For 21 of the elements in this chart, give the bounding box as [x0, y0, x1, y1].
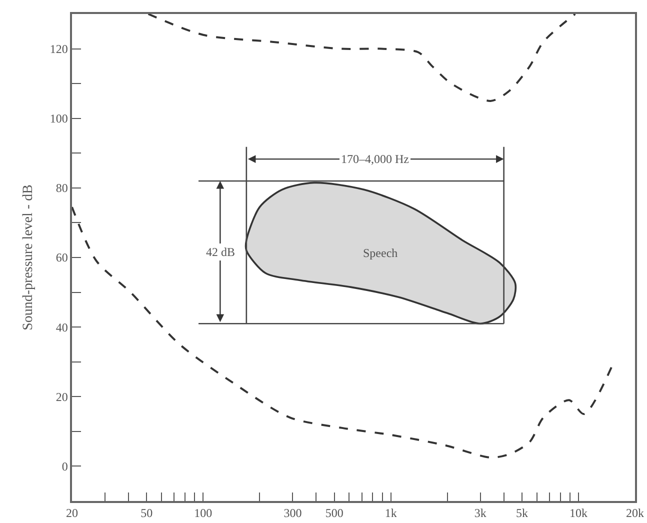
y-tick-label: 100	[50, 112, 68, 126]
x-tick-label: 5k	[516, 506, 528, 520]
y-tick-label: 60	[56, 250, 68, 265]
x-tick-label: 3k	[474, 506, 486, 520]
x-tick-label: 1k	[384, 506, 397, 520]
x-tick-label: 500	[325, 506, 344, 520]
annotation: Speech	[363, 246, 398, 260]
x-tick-label: 20	[66, 506, 78, 520]
y-tick-label: 80	[56, 181, 68, 196]
x-tick-label: 300	[284, 506, 302, 520]
x-tick-label: 50	[140, 506, 153, 520]
annotation: 170–4,000 Hz	[341, 152, 409, 166]
y-axis-title: Sound-pressure level - dB	[20, 184, 36, 330]
y-tick-label: 0	[62, 459, 68, 474]
y-tick-label: 40	[56, 320, 68, 334]
annotation: 42 dB	[206, 245, 236, 259]
y-tick-label: 120	[50, 42, 68, 56]
x-tick-label: 10k	[570, 506, 588, 520]
x-tick-label: 100	[194, 506, 212, 520]
y-tick-label: 20	[56, 390, 68, 404]
x-tick-label: 20k	[626, 506, 644, 520]
